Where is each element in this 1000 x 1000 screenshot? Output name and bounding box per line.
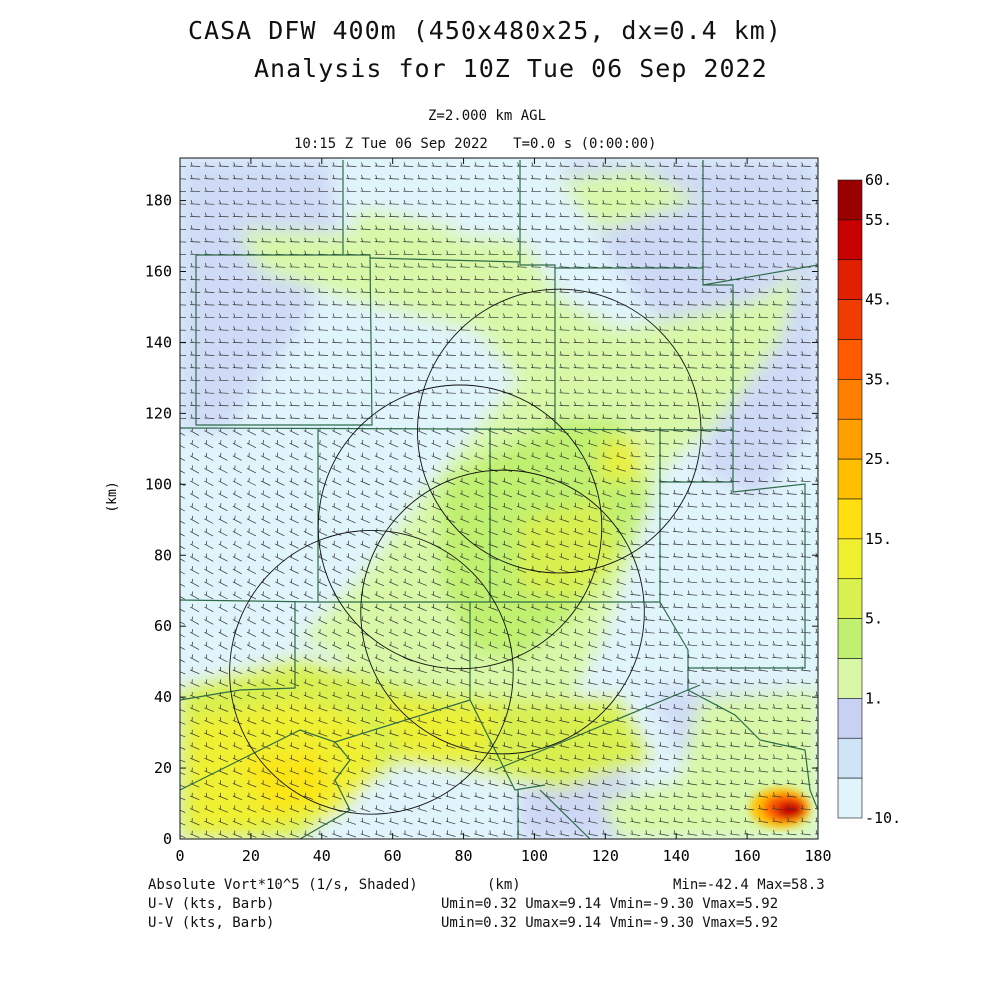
colorbar-label: -10. [865,809,901,827]
colorbar-swatch [837,259,863,300]
colorbar-swatch [837,339,863,380]
time-label: 10:15 Z Tue 06 Sep 2022 T=0.0 s (0:00:00… [294,136,657,152]
level-label: Z=2.000 km AGL [428,108,547,124]
y-axis-label: (km) [105,481,120,512]
y-tick-label: 180 [145,192,172,210]
colorbar-label: 60. [865,171,892,189]
colorbar-label: 15. [865,530,892,548]
y-tick-label: 140 [145,333,172,351]
axes: 0 20 40 60 80 100 120 140 160 180 0 20 40 60 80 100 120 1… [145,158,832,865]
county-boundaries [180,160,818,839]
colorbar-swatch [837,219,863,261]
colorbar-label: 35. [865,370,892,388]
y-tick-label: 60 [154,617,172,635]
colorbar-label: 1. [865,689,883,707]
colorbar-swatch [837,578,863,619]
colorbar-swatch [837,418,863,460]
radar-range-ring [360,469,645,755]
x-tick-label: 100 [521,847,548,865]
x-tick-label: 20 [242,847,260,865]
vorticity-maximum [750,788,810,828]
y-tick-label: 160 [145,263,172,281]
x-tick-label: 180 [804,847,831,865]
radar-range-ring [417,288,702,574]
footer-field-label: Absolute Vort*10^5 (1/s, Shaded) [148,877,418,893]
x-tick-label: 140 [663,847,690,865]
radar-rings [229,288,702,815]
colorbar-swatch [837,538,863,580]
colorbar-swatch [837,777,863,819]
x-tick-label: 40 [313,847,331,865]
x-tick-label: 80 [455,847,473,865]
title-line2: Analysis for 10Z Tue 06 Sep 2022 [254,54,768,83]
colorbar-label: 55. [865,211,892,229]
radar-range-ring [229,529,514,815]
y-tick-label: 0 [163,830,172,848]
colorbar-swatch [837,698,863,739]
colorbar-label: 45. [865,291,892,309]
colorbar-label: 25. [865,450,892,468]
footer-barb-label-2: U-V (kts, Barb) [148,915,275,931]
colorbar: 60. 55. 45. 35. 25. 15. 5. 1. -10. [837,171,901,827]
colorbar-swatch [837,737,863,779]
x-tick-label: 0 [175,847,184,865]
colorbar-swatch [837,658,863,699]
plot-frame [179,157,819,840]
y-tick-label: 80 [154,546,172,564]
footer-minmax: Min=-42.4 Max=58.3 [673,877,825,893]
x-tick-label: 160 [734,847,761,865]
y-tick-label: 20 [154,759,172,777]
x-tick-label: 120 [592,847,619,865]
footer-barb-stats-1: Umin=0.32 Umax=9.14 Vmin=-9.30 Vmax=5.92 [441,896,779,912]
x-tick-label: 60 [384,847,402,865]
colorbar-swatch [837,498,863,540]
x-axis-label: (km) [487,877,521,893]
title-line1: CASA DFW 400m (450x480x25, dx=0.4 km) [188,16,782,45]
footer-barb-stats-2: Umin=0.32 Umax=9.14 Vmin=-9.30 Vmax=5.92 [441,915,779,931]
footer-barb-label-1: U-V (kts, Barb) [148,896,275,912]
colorbar-label: 5. [865,610,883,628]
y-tick-label: 120 [145,404,172,422]
colorbar-swatch [837,458,863,500]
colorbar-swatch [837,299,863,340]
y-tick-label: 40 [154,688,172,706]
y-tick-label: 100 [145,475,172,493]
colorbar-swatch [837,618,863,659]
colorbar-swatch [837,179,863,221]
radar-range-ring [317,384,603,670]
colorbar-swatch [837,379,863,420]
